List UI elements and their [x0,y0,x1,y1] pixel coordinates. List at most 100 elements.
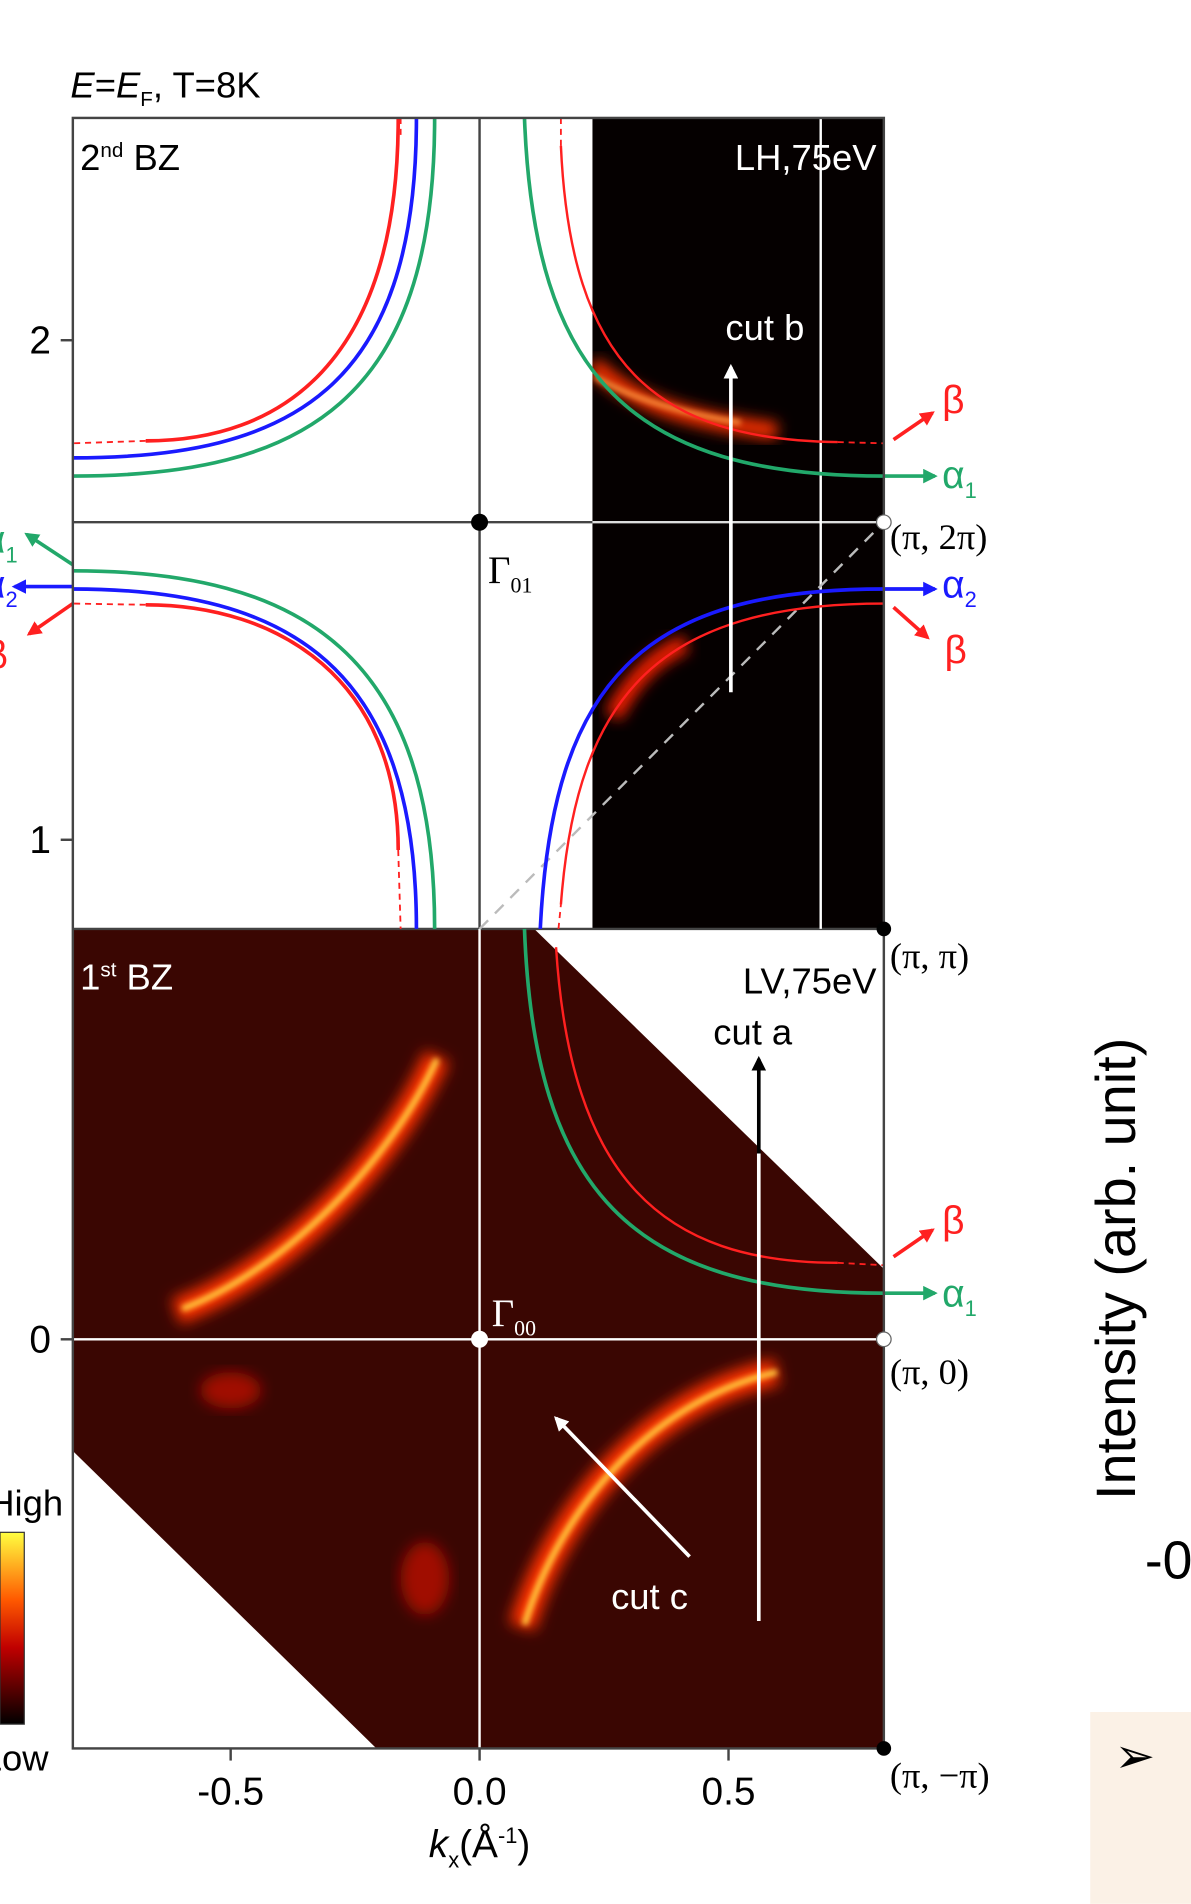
band-arrows [11,411,938,1301]
chart-title-part: E [70,64,95,105]
side-axis-label: Intensity (arb. unit) [1084,1038,1147,1500]
panel-label-part: BZ [116,957,173,998]
corner-label: (π, −π) [890,1755,990,1795]
path [145,602,401,851]
x-axis-label-part: x [448,1847,459,1872]
band-label-part: α [942,454,964,497]
colorbar-label: High [0,1482,63,1523]
y-tick-label: 0 [29,1319,51,1362]
chart-title-part: = [95,64,116,105]
path [181,1057,440,1312]
bullet: ➢ [1115,1730,1156,1784]
band-label-part: β [942,1200,964,1243]
line [892,605,930,640]
band-label: β [942,1200,964,1243]
cut-label: cut b [725,307,804,348]
x-axis-label: kx(Å-1) [429,1823,531,1873]
band-label-part: α [0,519,5,562]
cut-label: cut c [611,1576,688,1617]
contour-ends [72,117,884,1267]
band-label: α2 [0,563,18,612]
panel-label: 1st BZ [80,957,173,998]
panel-label-part: 2 [80,137,100,178]
x-axis-label-part: -1 [498,1823,517,1848]
path [72,117,437,478]
y-tick-label: 2 [29,320,51,363]
x-tick-label: 0.5 [702,1770,756,1813]
path [837,1261,884,1267]
band-label: α1 [942,1273,977,1322]
panel-mode: LV,75eV [743,960,877,1001]
path [522,117,884,478]
colorbar [0,1531,25,1725]
band-label-part: 1 [5,542,17,567]
path [538,587,884,930]
point [876,1741,892,1756]
x-axis-label-part: (Å [459,1823,498,1867]
cut-label: cut a [713,1011,793,1052]
point [471,1330,489,1348]
panel-mode: LH,75eV [735,137,877,178]
point [876,921,892,937]
band-label: β [942,379,964,422]
path [522,928,884,1295]
band-label: α1 [0,519,18,568]
point-label: Γ01 [488,549,532,598]
path [521,1369,778,1626]
band-label: α1 [942,454,977,503]
cut-arrow [554,1416,691,1558]
point-label: Γ00 [492,1292,536,1341]
panel-label-part: 1 [80,957,100,998]
band-label: α2 [942,563,977,612]
side-tick-label: -0 [1145,1531,1191,1590]
path [557,904,562,930]
band-label-part: 1 [965,1296,977,1321]
band-label-part: 1 [965,478,977,503]
path [593,374,741,426]
y-tick-label: 1 [29,819,51,862]
path [72,602,146,606]
path [72,587,419,929]
path [554,947,838,1265]
path [559,602,884,905]
band-label-part: α [942,1273,964,1316]
line [892,1228,935,1259]
line [892,411,935,442]
band-label-part: β [0,634,8,677]
band-label: β [0,634,8,677]
x-axis-label-part: ) [517,1824,530,1867]
ellipse [400,1542,450,1615]
corner-label: (π, π) [890,936,969,976]
note-box [1090,1712,1191,1904]
corner-label: (π, 0) [890,1352,969,1392]
chart-title-part: E [116,64,141,105]
path [145,117,401,443]
ellipse [200,1372,262,1409]
chart-title-part: F [140,88,153,111]
path [559,145,838,444]
line [26,602,74,636]
chart-title: E=EF, T=8K [70,64,260,110]
band-label-part: β [945,629,967,672]
panel-label: 2nd BZ [80,137,180,178]
contours [72,117,884,1295]
path [397,849,402,929]
chart-title-part: , T=8K [153,64,261,105]
line [24,532,74,567]
point [471,513,489,531]
panel-label-part: st [100,958,116,981]
band-label-part: α [0,563,5,606]
band-label-part: β [942,379,964,422]
point [875,514,892,531]
path [72,117,419,460]
band-label-part: α [942,563,964,606]
point-label-part: Γ [488,549,510,592]
point [875,1331,892,1348]
point-label-part: Γ [492,1292,514,1335]
x-axis-label-part: k [429,1824,451,1867]
lv-intensity [171,1050,780,1631]
colorbar-label: Low [0,1737,49,1778]
